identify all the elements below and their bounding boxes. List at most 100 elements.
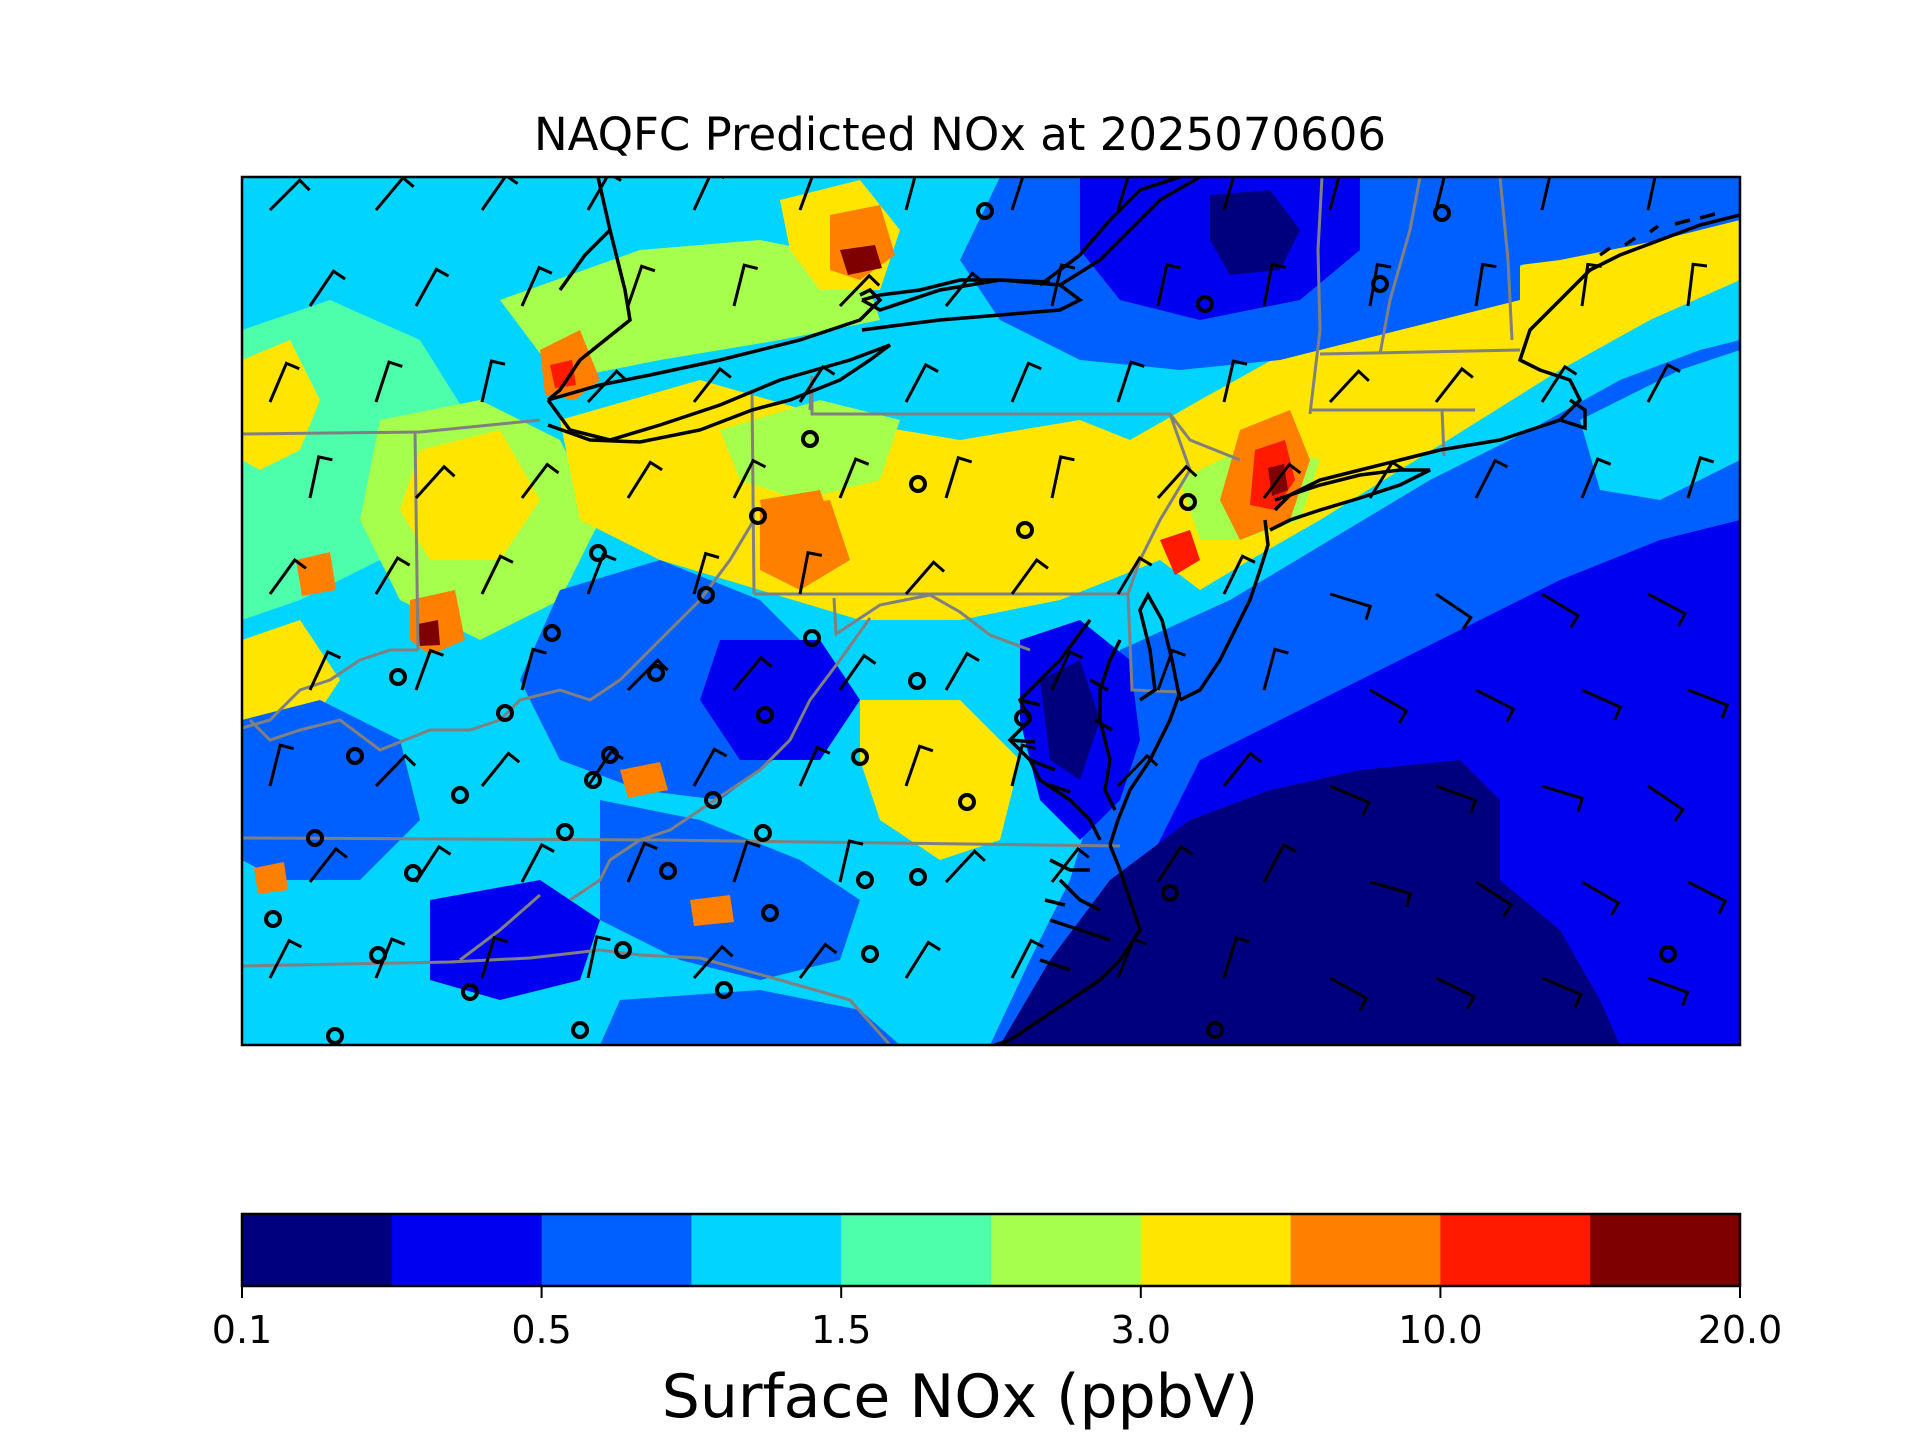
wind-barb xyxy=(1262,842,1297,883)
wind-barb xyxy=(308,455,333,499)
wind-barb xyxy=(1010,938,1045,979)
station-marker xyxy=(761,904,779,922)
colorbar-tick-label: 20.0 xyxy=(1698,1308,1783,1352)
border-ky-tn xyxy=(242,948,892,1045)
station-marker xyxy=(909,475,927,493)
station-marker xyxy=(801,430,819,448)
station-marker xyxy=(264,910,282,928)
wind-barb xyxy=(838,839,864,883)
station-marker xyxy=(749,507,767,525)
wind-barb xyxy=(480,935,509,979)
wind-barb xyxy=(520,842,555,883)
wind-barb xyxy=(1368,262,1392,307)
wind-barb xyxy=(480,554,514,595)
wind-barb xyxy=(692,747,728,787)
station-marker xyxy=(861,945,879,963)
wind-barb xyxy=(1434,366,1474,403)
wind-barb xyxy=(732,263,759,307)
wind-barb xyxy=(1222,935,1251,979)
wind-barb xyxy=(944,651,980,691)
coast-lake-huron-west xyxy=(558,228,612,292)
wind-barb xyxy=(1474,262,1497,307)
colorbar-segment xyxy=(841,1214,992,1286)
wind-barb xyxy=(374,753,417,788)
wind-barb xyxy=(1010,557,1049,595)
wind-barb xyxy=(904,940,941,979)
wind-barbs xyxy=(268,177,1730,1012)
wind-barb xyxy=(1580,262,1602,307)
wind-barb xyxy=(692,366,732,403)
wind-barb xyxy=(1540,177,1552,211)
wind-barb xyxy=(1686,262,1708,307)
wind-barb xyxy=(1368,460,1405,499)
station-marker xyxy=(389,668,407,686)
wind-barb xyxy=(1116,753,1159,788)
colorbar-tick-label: 0.5 xyxy=(511,1308,571,1352)
wind-barb xyxy=(1010,361,1042,403)
coast-chesapeake-west xyxy=(1007,618,1102,841)
wind-barb xyxy=(1262,462,1302,499)
wind-barb xyxy=(732,655,773,691)
coast-pamlico xyxy=(1039,878,1111,972)
wind-barb xyxy=(1222,554,1256,595)
station-marker xyxy=(346,747,364,765)
wind-barb xyxy=(1474,458,1509,499)
wind-barb xyxy=(1050,455,1075,499)
wind-barb xyxy=(1435,592,1473,630)
coast-st-lawrence xyxy=(1059,177,1201,287)
wind-barb xyxy=(480,751,521,787)
station-marker xyxy=(647,664,665,682)
wind-barb xyxy=(944,271,985,307)
wind-barb xyxy=(1540,364,1578,403)
station-marker xyxy=(856,871,874,889)
station-marker xyxy=(584,771,602,789)
wind-barb xyxy=(904,362,939,403)
wind-barb xyxy=(798,177,814,211)
wind-barb xyxy=(1541,976,1583,1008)
border-oh-pa xyxy=(750,389,756,595)
wind-barb xyxy=(1581,688,1623,721)
coast-delmarva xyxy=(1108,691,1182,846)
wind-barb xyxy=(374,360,403,403)
wind-barb xyxy=(268,743,295,787)
wind-barb xyxy=(1581,880,1621,916)
hotspot-detroit-red xyxy=(550,360,576,388)
wind-barb xyxy=(1647,592,1688,627)
wind-barb xyxy=(904,560,946,595)
hotspot-pitt-orange xyxy=(760,490,840,585)
coast-nj xyxy=(1179,519,1270,702)
coast-erie-north xyxy=(547,287,883,402)
wind-barb xyxy=(732,840,761,883)
wind-barb xyxy=(268,938,303,979)
wind-barb xyxy=(1434,177,1446,211)
wind-barb xyxy=(1050,649,1084,691)
coastlines xyxy=(546,177,1740,1045)
station-marker xyxy=(556,823,574,841)
wind-barb xyxy=(520,647,547,691)
wind-barb xyxy=(1646,362,1681,403)
wind-barb xyxy=(268,557,307,595)
station-marker xyxy=(1014,709,1032,727)
colorbar xyxy=(242,1214,1741,1286)
station-marker xyxy=(1206,1021,1224,1039)
station-marker xyxy=(803,629,821,647)
wind-barb xyxy=(1156,263,1181,307)
wind-barb xyxy=(1329,592,1373,621)
colorbar-segment xyxy=(1140,1214,1292,1286)
station-marker xyxy=(697,586,715,604)
region-ocean-navy xyxy=(1000,760,1620,1045)
hotspot-va-orange xyxy=(690,895,734,926)
wind-barb xyxy=(1010,177,1025,211)
border-ny-vt xyxy=(1308,177,1324,415)
monitoring-stations xyxy=(264,202,1677,1045)
coast-atlantic-ne xyxy=(1439,213,1740,452)
station-marker xyxy=(614,941,632,959)
border-mi-oh xyxy=(242,418,541,436)
wind-barb xyxy=(904,744,934,787)
station-marker xyxy=(976,202,994,220)
wind-barb xyxy=(1010,743,1037,787)
region-west-yellow xyxy=(242,340,320,470)
wind-barb xyxy=(586,749,624,787)
wind-barb xyxy=(1222,751,1263,787)
